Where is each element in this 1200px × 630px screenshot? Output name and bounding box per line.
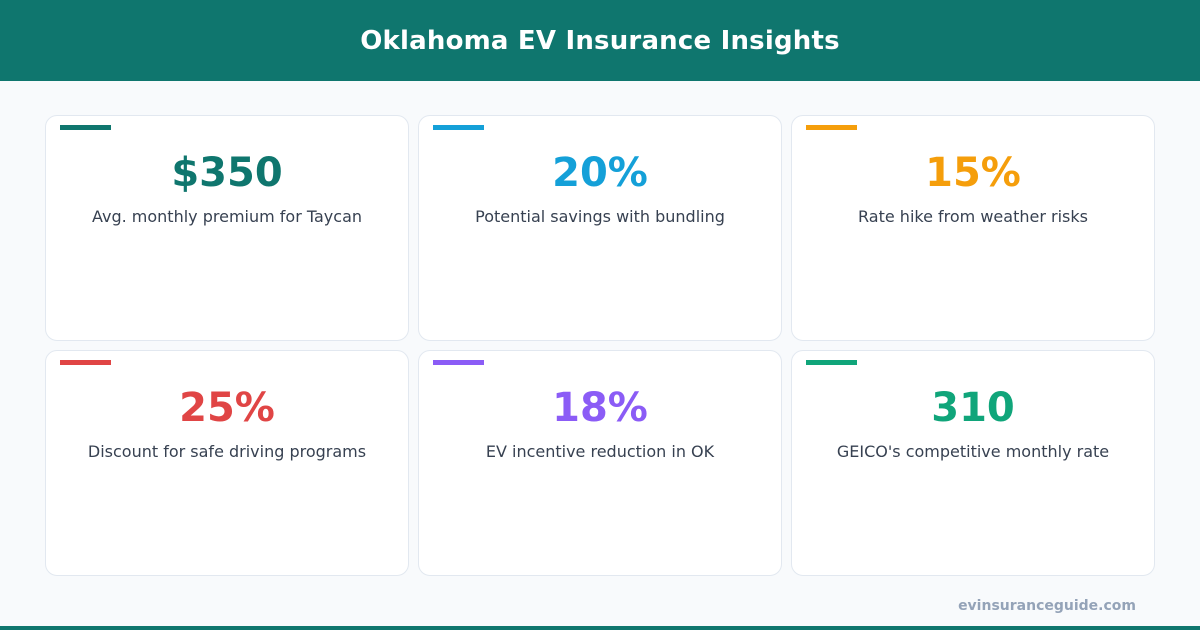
stat-card-bundling-savings: 20% Potential savings with bundling bbox=[418, 115, 782, 341]
stat-value: $350 bbox=[171, 150, 283, 196]
accent-bar bbox=[60, 360, 111, 365]
stat-value: 15% bbox=[925, 150, 1021, 196]
stat-card-weather-rate-hike: 15% Rate hike from weather risks bbox=[791, 115, 1155, 341]
stat-value: 310 bbox=[931, 385, 1015, 431]
accent-bar bbox=[433, 360, 484, 365]
site-url: evinsuranceguide.com bbox=[958, 598, 1136, 614]
stat-value: 25% bbox=[179, 385, 275, 431]
stat-card-safe-driving-discount: 25% Discount for safe driving programs bbox=[45, 350, 409, 576]
accent-bar bbox=[433, 125, 484, 130]
stat-value: 18% bbox=[552, 385, 648, 431]
stat-label: Discount for safe driving programs bbox=[87, 442, 367, 461]
stat-label: Rate hike from weather risks bbox=[858, 207, 1088, 226]
stat-label: Potential savings with bundling bbox=[475, 207, 725, 226]
accent-bar bbox=[806, 125, 857, 130]
stat-label: Avg. monthly premium for Taycan bbox=[91, 207, 363, 226]
stats-grid: $350 Avg. monthly premium for Taycan 20%… bbox=[45, 115, 1155, 576]
accent-bar bbox=[60, 125, 111, 130]
header-banner: Oklahoma EV Insurance Insights bbox=[0, 0, 1200, 81]
stat-label: GEICO's competitive monthly rate bbox=[836, 442, 1110, 461]
stat-card-geico-rate: 310 GEICO's competitive monthly rate bbox=[791, 350, 1155, 576]
stat-card-ev-incentive-reduction: 18% EV incentive reduction in OK bbox=[418, 350, 782, 576]
stat-value: 20% bbox=[552, 150, 648, 196]
page-title: Oklahoma EV Insurance Insights bbox=[360, 25, 840, 56]
stat-card-taycan-premium: $350 Avg. monthly premium for Taycan bbox=[45, 115, 409, 341]
stat-label: EV incentive reduction in OK bbox=[485, 442, 715, 461]
footer-bar bbox=[0, 626, 1200, 630]
accent-bar bbox=[806, 360, 857, 365]
